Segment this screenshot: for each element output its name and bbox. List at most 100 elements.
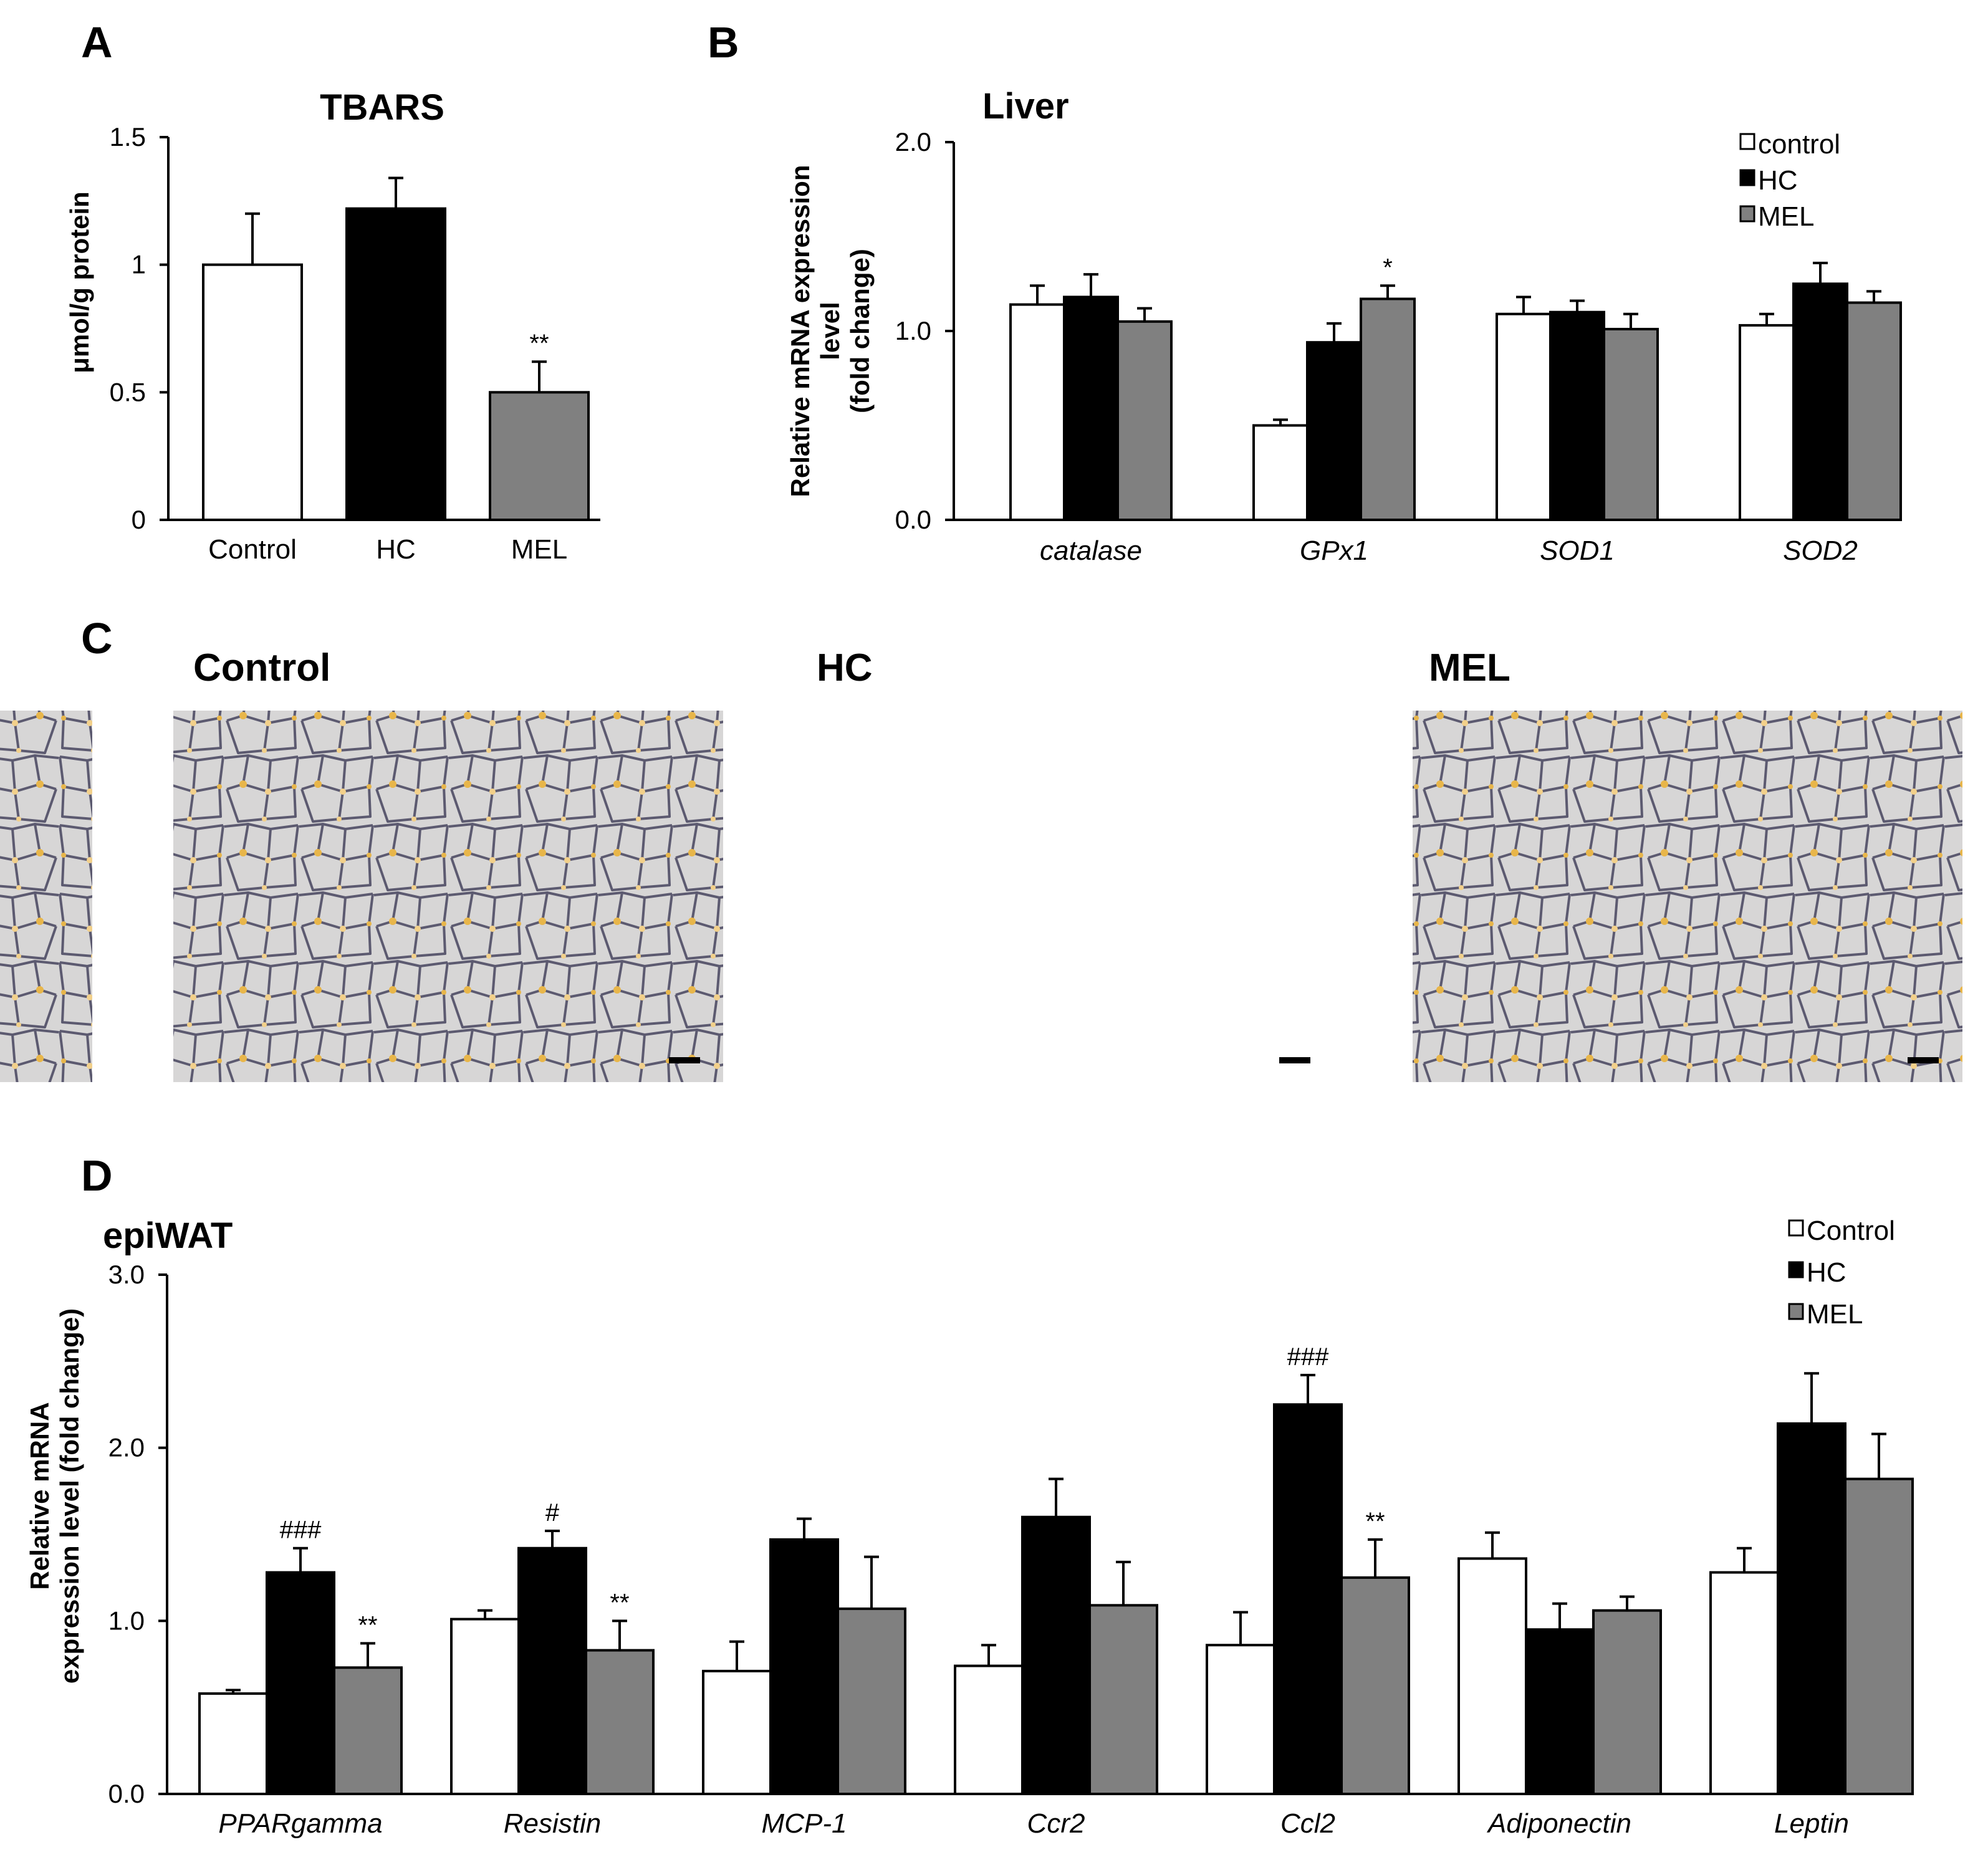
chart-d-bar-ccl2-mel-significance: ** bbox=[1365, 1508, 1385, 1535]
chart-d-bar-resistin-hc bbox=[517, 1546, 587, 1796]
chart-d-category-label: Resistin bbox=[504, 1808, 602, 1839]
chart-a-ytick-label: 0.5 bbox=[110, 377, 146, 406]
chart-b-bar-sod1-mel bbox=[1603, 327, 1659, 521]
chart-d-bar-ccr2-mel bbox=[1088, 1604, 1158, 1795]
chart-a-ytick-label: 0 bbox=[132, 505, 146, 534]
chart-d-bar-leptin-control bbox=[1709, 1571, 1779, 1795]
legend-swatch-control bbox=[1739, 133, 1755, 150]
chart-a-category-label: MEL bbox=[511, 534, 567, 565]
legend-swatch-hc bbox=[1739, 169, 1755, 186]
chart-d-ytick-label: 2.0 bbox=[108, 1433, 145, 1462]
legend-swatch-mel bbox=[1788, 1303, 1804, 1320]
micrograph-hc-label: HC bbox=[817, 646, 873, 689]
chart-b-category-label: GPx1 bbox=[1300, 535, 1368, 566]
chart-d-bar-resistin-mel bbox=[585, 1649, 655, 1795]
chart-a-ylabel: μmol/g protein bbox=[65, 191, 94, 373]
micrograph-control-label: Control bbox=[193, 646, 330, 689]
micrograph-mel: MEL bbox=[1413, 646, 1962, 1082]
chart-d-category-label: Ccr2 bbox=[1027, 1808, 1085, 1839]
chart-b-bar-gpx1-mel bbox=[1360, 297, 1416, 521]
chart-b-ylabel-line-2: level bbox=[815, 302, 845, 360]
chart-d-bar-resistin-control bbox=[450, 1618, 520, 1795]
chart-d-title: epiWAT bbox=[103, 1215, 233, 1256]
chart-d-legend: Control HC MEL bbox=[1788, 1215, 1895, 1330]
micrograph-control-scale-bar bbox=[669, 1057, 700, 1063]
legend-label-mel: MEL bbox=[1758, 201, 1814, 232]
chart-b-ylabel-line-1: Relative mRNA expression bbox=[785, 165, 815, 497]
chart-d-ytick-label: 3.0 bbox=[108, 1260, 145, 1289]
micrograph-control: Control bbox=[173, 646, 723, 1082]
chart-b-bar-gpx1-control bbox=[1252, 424, 1309, 521]
chart-b-ytick-label: 1.0 bbox=[895, 316, 931, 345]
chart-a-category-label: HC bbox=[376, 534, 416, 565]
legend-swatch-hc bbox=[1788, 1261, 1804, 1278]
chart-b-category-label: SOD2 bbox=[1783, 535, 1858, 566]
chart-b-bar-sod1-control bbox=[1496, 312, 1552, 521]
chart-d-bar-resistin-mel-significance: ** bbox=[610, 1589, 629, 1616]
chart-b-bar-catalase-control bbox=[1009, 303, 1065, 521]
chart-d-bar-adiponectin-control bbox=[1457, 1557, 1527, 1795]
chart-d-bar-ppargamma-mel-significance: ** bbox=[358, 1611, 377, 1639]
chart-a-ytick-label: 1.5 bbox=[110, 122, 146, 151]
chart-d-ylabel-line-2: expression level (fold change) bbox=[55, 1308, 84, 1684]
chart-b: Liver Relative mRNA expression level (fo… bbox=[785, 86, 1902, 566]
chart-a: TBARS μmol/g protein 0 0.5 1 1.5 ** Control… bbox=[65, 87, 600, 565]
chart-b-bar-catalase-hc bbox=[1063, 295, 1119, 521]
chart-d-category-label: Ccl2 bbox=[1280, 1808, 1335, 1839]
chart-d-bar-ppargamma-hc-significance: ### bbox=[280, 1517, 322, 1544]
legend-label-mel: MEL bbox=[1807, 1299, 1863, 1330]
micrograph-mel-scale-bar bbox=[1908, 1057, 1939, 1063]
micrograph-mel-label: MEL bbox=[1429, 646, 1510, 689]
chart-b-bar-gpx1-mel-significance: * bbox=[1383, 254, 1393, 281]
legend-label-hc: HC bbox=[1758, 165, 1798, 196]
chart-b-bar-catalase-mel bbox=[1116, 320, 1173, 521]
chart-d-bar-adiponectin-mel bbox=[1592, 1609, 1662, 1795]
chart-d-category-label: PPARgamma bbox=[218, 1808, 382, 1839]
micrograph-hc-image bbox=[0, 711, 92, 1082]
chart-d: epiWAT Relative mRNA expression level (f… bbox=[25, 1215, 1914, 1839]
chart-a-bar-hc bbox=[345, 207, 446, 521]
chart-d-bar-ppargamma-hc bbox=[266, 1571, 335, 1795]
chart-b-title: Liver bbox=[982, 86, 1069, 127]
chart-b-bar-gpx1-hc bbox=[1306, 341, 1362, 521]
chart-b-legend: control HC MEL bbox=[1739, 129, 1840, 232]
chart-b-ytick-label: 2.0 bbox=[895, 127, 931, 156]
chart-d-ytick-label: 0.0 bbox=[108, 1779, 145, 1808]
chart-d-bar-ccr2-hc bbox=[1021, 1515, 1091, 1796]
chart-d-bar-leptin-hc bbox=[1777, 1422, 1846, 1795]
chart-d-category-label: MCP-1 bbox=[762, 1808, 847, 1839]
chart-d-bar-ccr2-control bbox=[954, 1664, 1024, 1795]
chart-d-category-label: Leptin bbox=[1774, 1808, 1849, 1839]
legend-label-control: control bbox=[1758, 129, 1840, 160]
chart-b-bar-sod2-mel bbox=[1846, 301, 1902, 521]
micrograph-mel-image bbox=[1413, 711, 1962, 1082]
chart-a-bar-control bbox=[202, 263, 303, 521]
chart-d-bar-mcp-1-mel bbox=[837, 1607, 906, 1796]
chart-d-bar-resistin-hc-significance: # bbox=[545, 1499, 560, 1527]
chart-d-bar-ccl2-hc-significance: ### bbox=[1287, 1343, 1329, 1371]
chart-d-bar-leptin-mel bbox=[1844, 1477, 1914, 1796]
chart-d-bar-ccl2-hc bbox=[1273, 1403, 1343, 1795]
legend-swatch-mel bbox=[1739, 205, 1755, 223]
chart-d-bar-ppargamma-control bbox=[198, 1692, 268, 1796]
chart-d-category-label: Adiponectin bbox=[1486, 1808, 1631, 1839]
chart-d-bar-ccl2-control bbox=[1206, 1644, 1275, 1796]
chart-b-bar-sod2-control bbox=[1739, 324, 1795, 521]
micrograph-control-image bbox=[173, 711, 723, 1082]
chart-a-title: TBARS bbox=[320, 87, 444, 128]
panel-letter-d: D bbox=[81, 1151, 113, 1200]
legend-swatch-control bbox=[1788, 1219, 1804, 1237]
chart-d-bar-mcp-1-hc bbox=[769, 1538, 839, 1796]
chart-a-bar-mel bbox=[489, 391, 590, 521]
chart-b-ylabel-line-3: (fold change) bbox=[845, 249, 875, 413]
legend-label-control: Control bbox=[1807, 1215, 1895, 1246]
chart-d-bar-ppargamma-mel bbox=[333, 1666, 403, 1795]
chart-b-ytick-label: 0.0 bbox=[895, 505, 931, 534]
chart-d-ylabel-line-1: Relative mRNA bbox=[25, 1402, 54, 1589]
chart-b-bar-sod1-hc bbox=[1549, 310, 1605, 521]
panel-letter-b: B bbox=[708, 18, 739, 67]
chart-b-category-label: SOD1 bbox=[1540, 535, 1615, 566]
chart-a-category-label: Control bbox=[208, 534, 297, 565]
chart-d-bar-adiponectin-hc bbox=[1525, 1628, 1595, 1795]
